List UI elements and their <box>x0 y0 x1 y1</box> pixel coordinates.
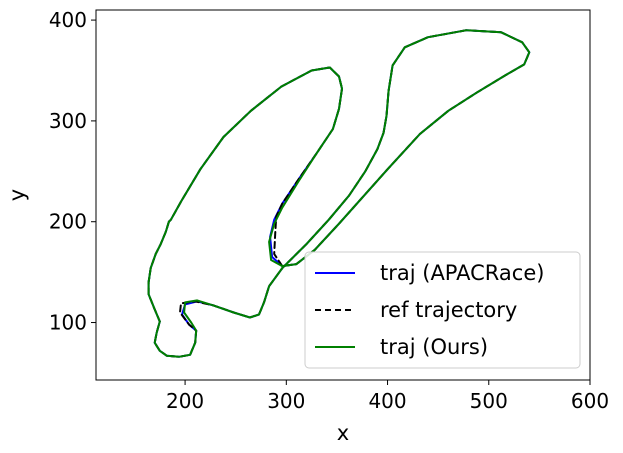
legend: traj (APACRace) ref trajectory traj (Ours) <box>304 251 581 369</box>
plot-area-frame <box>95 9 591 381</box>
trajectory-lines <box>147 29 531 358</box>
legend-label-2: ref trajectory <box>380 298 517 322</box>
x-tick-label: 200 <box>166 389 204 413</box>
y-tick-label: 200 <box>49 210 87 234</box>
y-tick-label: 300 <box>49 109 87 133</box>
y-axis-label: y <box>5 189 29 201</box>
x-axis-ticks: 200 300 400 500 600 <box>166 380 609 413</box>
x-tick-label: 600 <box>571 389 609 413</box>
x-tick-label: 300 <box>267 389 305 413</box>
x-tick-label: 400 <box>368 389 406 413</box>
y-tick-label: 400 <box>49 8 87 32</box>
legend-label-3: traj (Ours) <box>380 335 488 359</box>
x-axis-label: x <box>337 421 349 445</box>
legend-box <box>304 251 581 369</box>
y-tick-label: 100 <box>49 311 87 335</box>
x-tick-label: 500 <box>470 389 508 413</box>
y-axis-ticks: 100 200 300 400 <box>49 8 96 335</box>
legend-label-1: traj (APACRace) <box>380 261 544 285</box>
series-line-3 <box>147 29 531 358</box>
